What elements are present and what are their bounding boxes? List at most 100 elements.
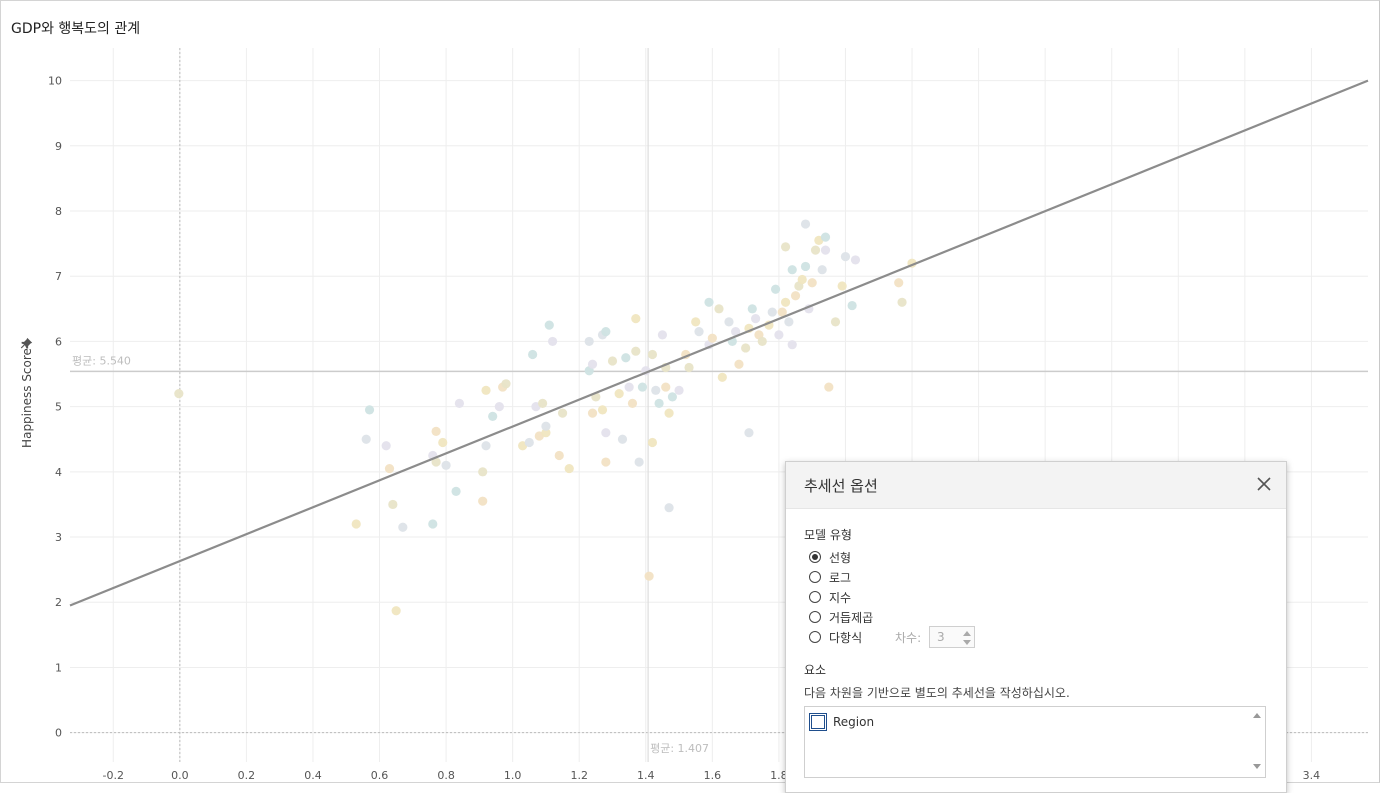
radio-exponential[interactable]: 지수 [809, 588, 851, 606]
data-point[interactable] [391, 606, 401, 616]
radio-linear[interactable]: 선형 [809, 548, 851, 566]
radio-indicator[interactable] [809, 611, 821, 623]
data-point[interactable] [587, 408, 598, 418]
data-point[interactable] [691, 317, 701, 327]
data-point[interactable] [601, 327, 611, 337]
data-point[interactable] [664, 408, 674, 418]
close-icon[interactable] [1254, 474, 1274, 494]
data-point[interactable] [361, 434, 371, 444]
data-point[interactable] [454, 398, 464, 408]
data-point[interactable] [897, 297, 907, 307]
data-point[interactable] [777, 307, 787, 317]
data-point[interactable] [597, 405, 608, 415]
data-point[interactable] [478, 496, 488, 506]
data-point[interactable] [807, 278, 817, 288]
data-point[interactable] [538, 398, 548, 408]
data-point[interactable] [631, 314, 641, 324]
data-point[interactable] [661, 382, 671, 392]
data-point[interactable] [634, 457, 644, 467]
data-point[interactable] [547, 336, 558, 347]
data-point[interactable] [780, 242, 791, 252]
data-point[interactable] [714, 304, 724, 314]
data-point[interactable] [627, 398, 638, 408]
data-point[interactable] [790, 291, 801, 301]
data-point[interactable] [757, 336, 767, 347]
data-point[interactable] [524, 437, 534, 448]
data-point[interactable] [787, 340, 797, 350]
data-point[interactable] [774, 330, 784, 340]
data-point[interactable] [780, 297, 791, 307]
data-point[interactable] [554, 450, 564, 461]
radio-indicator[interactable] [809, 591, 821, 603]
trendline-options-dialog[interactable]: 추세선 옵션 모델 유형 선형 로그 지수 거듭제곱 다항식 차수: 3 요소 … [785, 461, 1287, 793]
data-point[interactable] [800, 219, 811, 229]
radio-power[interactable]: 거듭제곱 [809, 608, 873, 626]
data-point[interactable] [488, 411, 498, 422]
data-point[interactable] [451, 486, 461, 496]
data-point[interactable] [431, 426, 441, 437]
data-point[interactable] [384, 463, 395, 474]
data-point[interactable] [481, 385, 491, 395]
data-point[interactable] [717, 372, 727, 382]
data-point[interactable] [787, 265, 797, 275]
radio-polynomial[interactable]: 다항식 [809, 628, 862, 646]
data-point[interactable] [544, 320, 554, 330]
pin-icon[interactable] [20, 337, 33, 350]
data-point[interactable] [741, 343, 751, 353]
data-point[interactable] [847, 300, 857, 311]
data-point[interactable] [731, 327, 741, 337]
data-point[interactable] [541, 421, 551, 431]
factors-listbox[interactable]: Region [804, 706, 1266, 778]
data-point[interactable] [637, 382, 648, 392]
scroll-down-icon[interactable] [1253, 764, 1261, 769]
data-point[interactable] [810, 245, 821, 255]
data-point[interactable] [744, 428, 754, 438]
data-point[interactable] [541, 428, 551, 438]
data-point[interactable] [438, 437, 448, 448]
data-point[interactable] [557, 408, 568, 418]
stepper-down-icon[interactable] [963, 640, 971, 645]
data-point[interactable] [747, 304, 757, 314]
data-point[interactable] [820, 245, 831, 255]
data-point[interactable] [800, 261, 811, 272]
data-point[interactable] [784, 317, 794, 327]
data-point[interactable] [667, 392, 678, 402]
data-point[interactable] [587, 359, 598, 369]
data-point[interactable] [528, 349, 538, 360]
data-point[interactable] [624, 382, 634, 392]
data-point[interactable] [647, 349, 658, 360]
data-point[interactable] [441, 460, 451, 470]
data-point[interactable] [840, 252, 851, 262]
data-point[interactable] [174, 388, 184, 399]
data-point[interactable] [837, 281, 847, 291]
data-point[interactable] [694, 327, 704, 337]
data-point[interactable] [724, 317, 734, 327]
data-point[interactable] [770, 284, 781, 294]
stepper-up-icon[interactable] [963, 631, 971, 636]
data-point[interactable] [830, 317, 841, 327]
data-point[interactable] [751, 314, 761, 324]
data-point[interactable] [607, 356, 618, 366]
data-point[interactable] [584, 336, 594, 347]
data-point[interactable] [381, 441, 391, 451]
data-point[interactable] [614, 388, 624, 399]
data-point[interactable] [478, 467, 488, 477]
data-point[interactable] [601, 457, 611, 467]
scroll-up-icon[interactable] [1253, 713, 1261, 718]
data-point[interactable] [734, 359, 744, 369]
radio-indicator[interactable] [809, 571, 821, 583]
data-point[interactable] [351, 519, 361, 529]
data-point[interactable] [364, 405, 375, 415]
data-point[interactable] [431, 457, 441, 467]
dialog-header[interactable]: 추세선 옵션 [786, 462, 1286, 509]
data-point[interactable] [388, 499, 398, 510]
data-point[interactable] [501, 379, 511, 389]
data-point[interactable] [481, 441, 491, 451]
radio-indicator[interactable] [809, 631, 821, 643]
trend-line[interactable] [69, 79, 1369, 607]
data-point[interactable] [654, 398, 664, 408]
data-point[interactable] [398, 522, 408, 532]
data-point[interactable] [651, 385, 661, 395]
data-point[interactable] [817, 265, 827, 275]
